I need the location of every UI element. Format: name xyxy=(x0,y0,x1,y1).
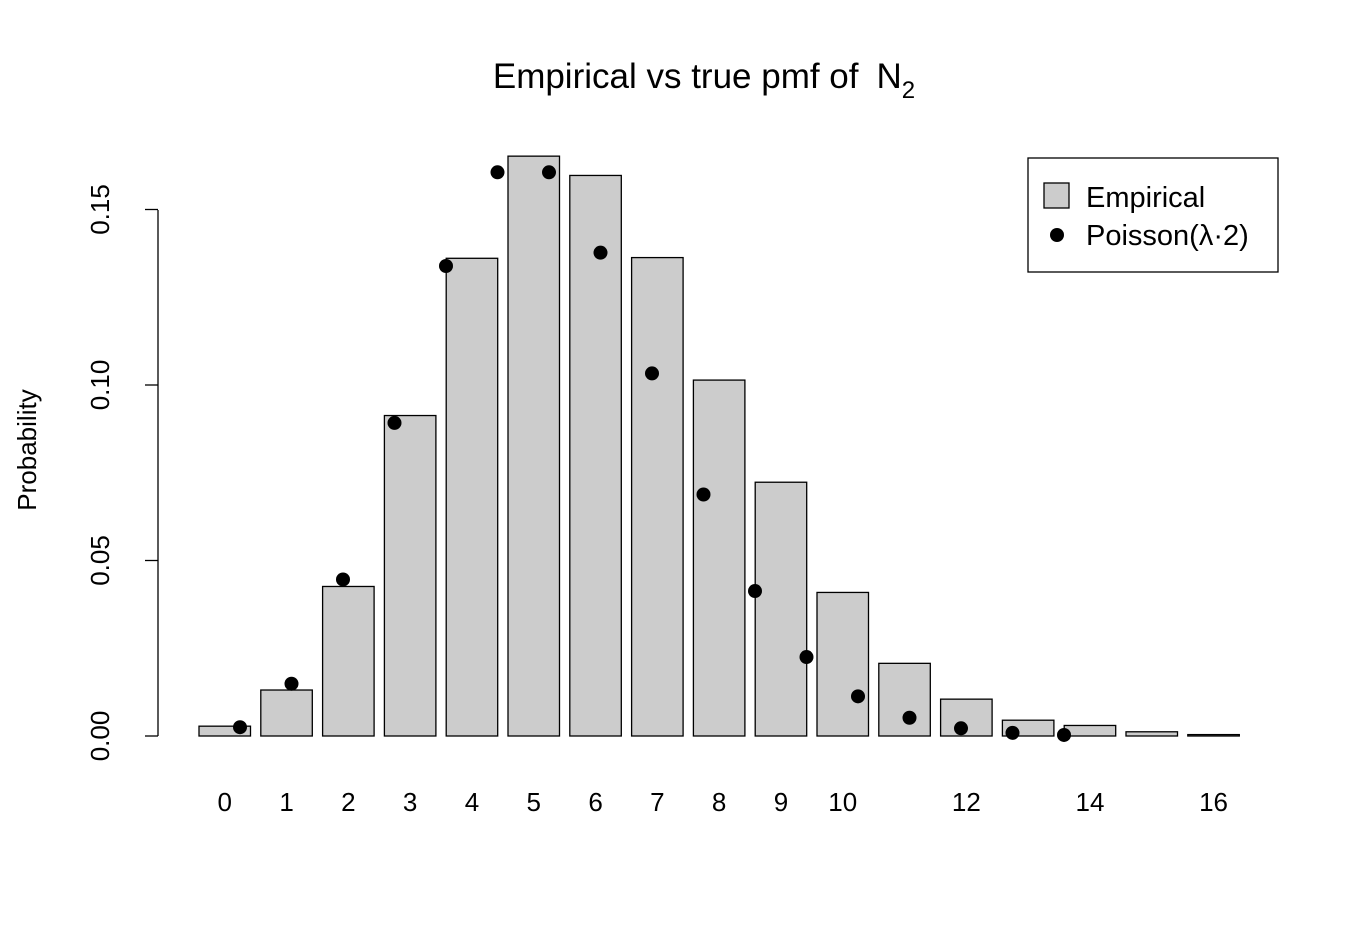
bar-2 xyxy=(321,585,375,737)
y-tick-label: 0.15 xyxy=(85,184,115,235)
legend: Empirical Poisson(λ·2) xyxy=(1027,157,1279,273)
poisson-point-6 xyxy=(542,165,556,180)
poisson-point-3 xyxy=(387,415,402,430)
poisson-point-1 xyxy=(284,676,299,691)
x-tick-label: 2 xyxy=(341,787,355,817)
x-tick-label: 7 xyxy=(650,787,664,817)
bar-14 xyxy=(1063,724,1117,737)
legend-marker-poisson xyxy=(1050,228,1064,242)
x-tick-label: 10 xyxy=(828,787,857,817)
poisson-point-10 xyxy=(748,584,762,599)
poisson-point-14 xyxy=(954,721,968,736)
x-tick-label: 3 xyxy=(403,787,417,817)
poisson-point-13 xyxy=(902,710,917,725)
poisson-point-8 xyxy=(645,366,659,381)
y-tick-label: 0.10 xyxy=(85,360,115,411)
y-tick-label: 0.00 xyxy=(85,711,115,762)
poisson-point-9 xyxy=(696,487,711,502)
legend-label-poisson: Poisson(λ·2) xyxy=(1086,220,1249,252)
bar-1 xyxy=(260,689,313,737)
bar-16 xyxy=(1187,733,1240,737)
chart-title: Empirical vs true pmf of N2 xyxy=(493,57,915,104)
bar-6 xyxy=(569,174,622,737)
y-tick-label: 0.05 xyxy=(85,535,115,586)
poisson-point-15 xyxy=(1005,725,1020,740)
x-axis-tick-labels: 0 1 2 3 4 5 6 7 8 9 10 12 14 16 xyxy=(218,787,1228,817)
poisson-point-5 xyxy=(490,165,505,180)
poisson-point-12 xyxy=(851,689,865,704)
bar-11 xyxy=(878,662,931,737)
poisson-points xyxy=(233,165,1071,742)
legend-label-empirical: Empirical xyxy=(1086,182,1205,214)
poisson-point-16 xyxy=(1057,727,1071,742)
empirical-bars xyxy=(198,155,1240,737)
bar-8 xyxy=(692,379,746,737)
poisson-point-4 xyxy=(439,259,453,274)
bar-4 xyxy=(445,257,499,737)
bar-3 xyxy=(383,414,437,737)
bar-0 xyxy=(198,725,252,737)
poisson-point-0 xyxy=(233,720,247,735)
bar-9 xyxy=(754,481,808,737)
poisson-point-2 xyxy=(336,572,350,587)
x-tick-label: 0 xyxy=(218,787,232,817)
bar-5 xyxy=(507,155,561,737)
x-tick-label: 16 xyxy=(1199,787,1228,817)
x-tick-label: 9 xyxy=(774,787,788,817)
poisson-point-7 xyxy=(593,245,608,260)
y-axis-ticks: 0.00 0.05 0.10 0.15 xyxy=(85,184,158,761)
poisson-point-11 xyxy=(799,650,814,665)
x-tick-label: 5 xyxy=(527,787,541,817)
legend-box xyxy=(1027,157,1279,273)
x-tick-label: 6 xyxy=(588,787,602,817)
y-axis-label: Probability xyxy=(12,389,42,510)
x-tick-label: 12 xyxy=(952,787,981,817)
x-tick-label: 1 xyxy=(279,787,293,817)
x-tick-label: 14 xyxy=(1075,787,1104,817)
legend-swatch-empirical xyxy=(1043,182,1070,209)
bar-7 xyxy=(630,256,684,737)
bar-15 xyxy=(1125,731,1179,737)
x-tick-label: 4 xyxy=(465,787,479,817)
x-tick-label: 8 xyxy=(712,787,726,817)
bar-10 xyxy=(816,591,870,737)
